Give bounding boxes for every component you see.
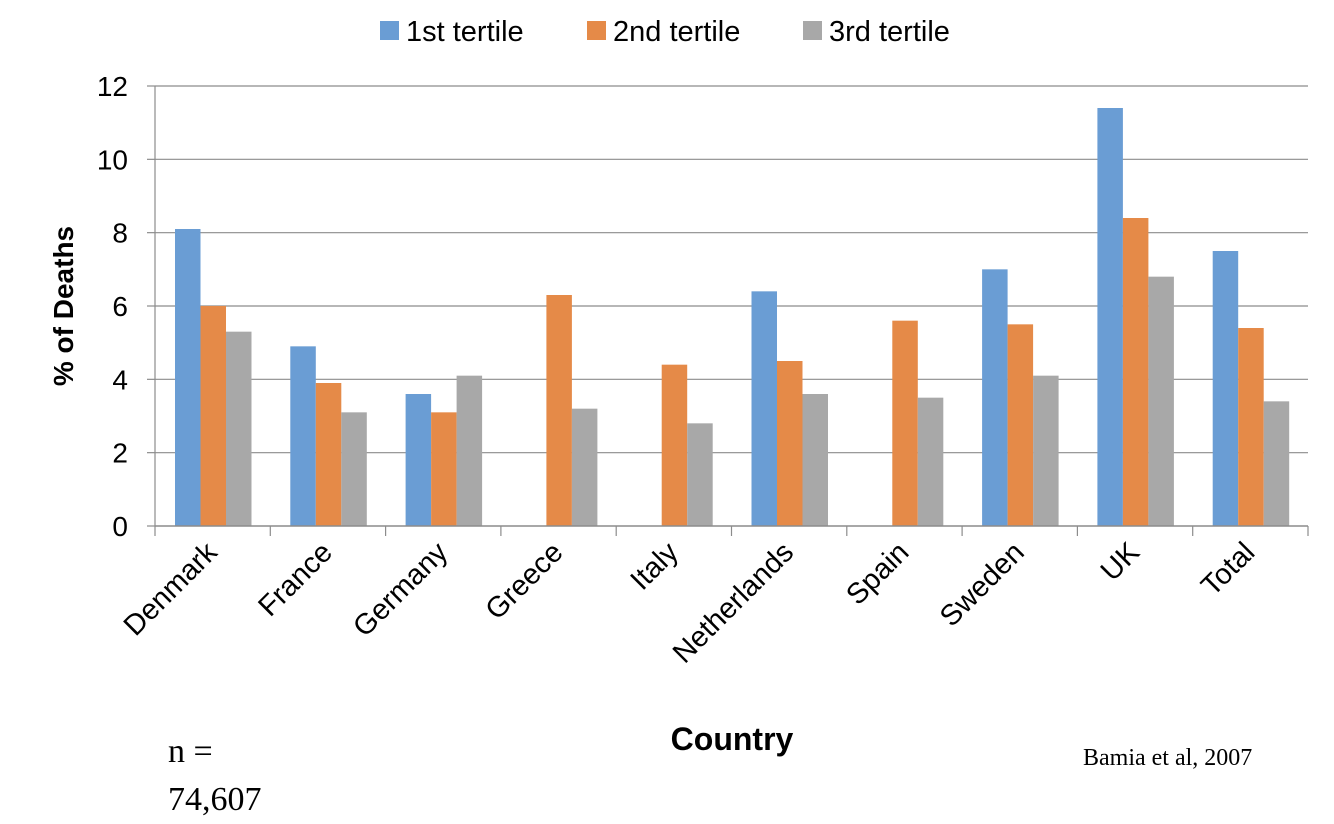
bar-total-2nd-tertile xyxy=(1238,328,1264,526)
bar-total-1st-tertile xyxy=(1212,251,1239,526)
y-tick-label-12: 12 xyxy=(97,71,128,102)
bar-greece-2nd-tertile xyxy=(546,295,572,526)
bar-sweden-2nd-tertile xyxy=(1007,324,1034,526)
bar-denmark-2nd-tertile xyxy=(200,306,226,526)
bar-netherlands-1st-tertile xyxy=(751,291,777,526)
bar-germany-3rd-tertile xyxy=(456,375,483,526)
y-tick-label-0: 0 xyxy=(112,511,128,542)
bar-france-3rd-tertile xyxy=(341,412,367,526)
legend-swatch-3rd-tertile xyxy=(803,21,822,40)
bar-greece-3rd-tertile xyxy=(571,408,598,526)
bar-uk-2nd-tertile xyxy=(1122,218,1149,526)
bar-germany-2nd-tertile xyxy=(431,412,457,526)
bar-sweden-1st-tertile xyxy=(982,269,1008,526)
x-tick-label-sweden: Sweden xyxy=(934,536,1031,633)
x-tick-label-uk: UK xyxy=(1095,536,1147,588)
x-tick-label-spain: Spain xyxy=(840,536,915,611)
x-tick-label-italy: Italy xyxy=(625,536,686,597)
bar-italy-3rd-tertile xyxy=(687,423,713,526)
legend-swatch-2nd-tertile xyxy=(587,21,606,40)
legend-label-3rd-tertile: 3rd tertile xyxy=(829,16,950,48)
bar-denmark-3rd-tertile xyxy=(226,331,252,526)
x-tick-label-denmark: Denmark xyxy=(118,536,224,642)
bar-spain-3rd-tertile xyxy=(917,397,944,526)
x-tick-label-total: Total xyxy=(1195,536,1261,602)
source-citation: Bamia et al, 2007 xyxy=(1083,745,1253,771)
y-axis: 0 2 4 6 8 10 12 xyxy=(97,71,156,542)
sample-size-line2: 74,607 xyxy=(168,781,262,818)
y-tick-label-6: 6 xyxy=(112,291,128,322)
bar-germany-1st-tertile xyxy=(405,394,432,526)
x-tick-label-france: France xyxy=(252,536,338,622)
x-axis: Denmark France Germany Greece ItalyNetherlan… xyxy=(118,525,1309,670)
y-tick-label-4: 4 xyxy=(112,364,128,395)
bar-netherlands-3rd-tertile xyxy=(802,394,828,526)
legend-label-1st-tertile: 1st tertile xyxy=(406,16,524,48)
bar-netherlands-2nd-tertile xyxy=(777,361,803,526)
sample-size-line1: n = xyxy=(168,733,213,770)
bar-chart: 1st tertile 2nd tertile 3rd tertile 0 2 4 6 8 1… xyxy=(48,16,1309,757)
y-tick-label-10: 10 xyxy=(97,144,128,175)
legend-label-2nd-tertile: 2nd tertile xyxy=(613,16,740,48)
x-tick-label-germany: Germany xyxy=(347,536,454,643)
bar-total-3rd-tertile xyxy=(1263,401,1290,526)
legend: 1st tertile 2nd tertile 3rd tertile xyxy=(380,16,950,48)
y-axis-label: % of Deaths xyxy=(48,226,79,386)
bar-spain-2nd-tertile xyxy=(892,320,918,526)
y-tick-label-8: 8 xyxy=(112,218,128,249)
bars xyxy=(175,108,1290,526)
legend-swatch-1st-tertile xyxy=(380,21,399,40)
bar-uk-1st-tertile xyxy=(1097,108,1123,526)
x-axis-label: Country xyxy=(671,721,794,757)
bar-italy-2nd-tertile xyxy=(661,364,688,526)
y-tick-label-2: 2 xyxy=(112,438,128,469)
x-tick-label-greece: Greece xyxy=(480,536,570,626)
bar-denmark-1st-tertile xyxy=(175,229,201,526)
x-tick-label-netherlands: Netherlands xyxy=(667,536,800,669)
sample-size-note: n = 74,607 xyxy=(168,728,262,824)
bar-uk-3rd-tertile xyxy=(1148,276,1174,526)
bar-france-1st-tertile xyxy=(290,346,316,526)
bar-sweden-3rd-tertile xyxy=(1033,375,1059,526)
bar-france-2nd-tertile xyxy=(315,383,342,526)
